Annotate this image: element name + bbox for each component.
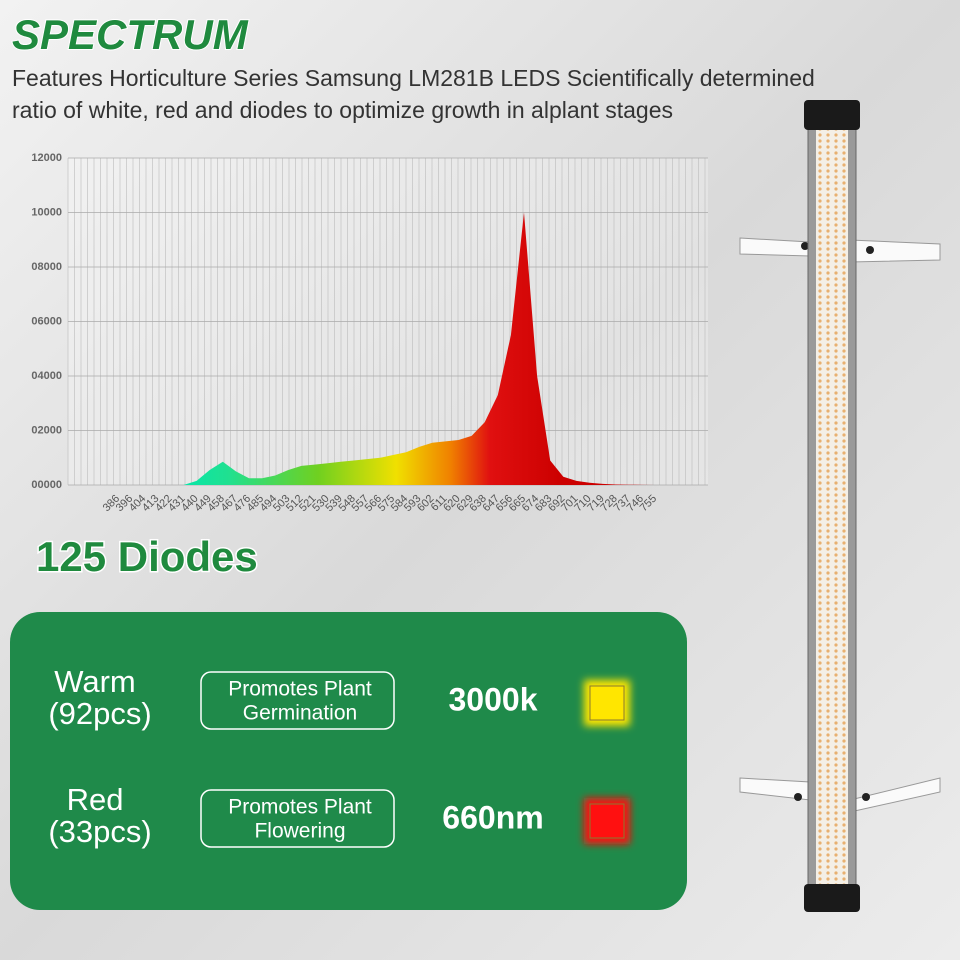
diode-count: (33pcs) (48, 814, 151, 849)
swatch (589, 803, 625, 839)
y-tick-label: 02000 (31, 424, 62, 436)
y-tick-label: 10000 (31, 206, 62, 218)
effect-box (200, 789, 395, 848)
effect: Flowering (254, 820, 345, 843)
description: ratio of white, red and diodes to optimi… (12, 97, 673, 123)
diode-count: (92pcs) (48, 696, 151, 731)
y-tick-label: 06000 (31, 315, 62, 327)
effect-box (200, 671, 395, 730)
y-tick-label: 12000 (31, 152, 62, 164)
spec: 660nm (442, 799, 543, 835)
y-tick-label: 08000 (31, 261, 62, 273)
effect: Germination (243, 702, 357, 725)
title: SPECTRUM (12, 11, 249, 58)
lamp (739, 100, 941, 912)
diode-name: Warm (54, 664, 136, 699)
diodes-heading: 125 Diodes (36, 533, 258, 580)
diode-name: Red (67, 782, 124, 817)
diodes-panel (10, 612, 687, 910)
description: Features Horticulture Series Samsung LM2… (12, 65, 815, 91)
spec: 3000k (449, 681, 538, 717)
y-tick-label: 04000 (31, 370, 62, 382)
y-tick-label: 00000 (31, 479, 62, 491)
spectrum-area (118, 212, 655, 485)
swatch (589, 685, 625, 721)
effect: Promotes Plant (228, 678, 372, 701)
chart: 0000002000040000600008000100001200038639… (31, 152, 708, 514)
effect: Promotes Plant (228, 796, 372, 819)
